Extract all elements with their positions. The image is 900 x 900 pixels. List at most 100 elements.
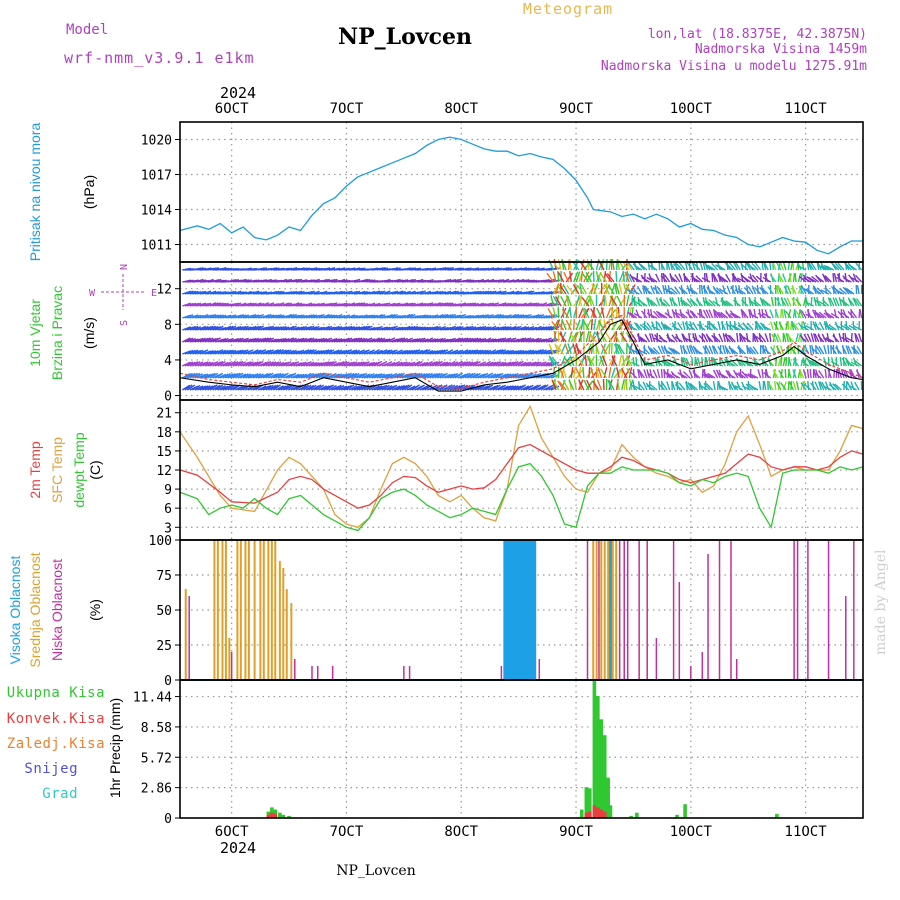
wind-arrow [192, 384, 201, 391]
wind-arrow [780, 308, 783, 319]
wind-arrow [406, 372, 416, 379]
wind-arrow [749, 346, 757, 355]
wind-arrow [522, 349, 532, 355]
wind-arrow [620, 367, 628, 379]
wind-arrow [298, 373, 307, 379]
wind-arrow [769, 274, 777, 283]
wind-arrow [459, 361, 469, 367]
wind-arrow [626, 288, 635, 295]
total-precip-bar [281, 814, 286, 818]
wind-arrow [224, 337, 234, 343]
wind-arrow [691, 276, 701, 283]
wind-arrow [543, 361, 552, 367]
wind-arrow [856, 285, 860, 295]
wind-arrow [444, 349, 454, 355]
wind-arrow [569, 306, 572, 319]
mid-cloud-bar [216, 540, 219, 680]
wind-arrow [288, 325, 297, 331]
wind-arrow [758, 309, 762, 319]
low-cloud-bar [598, 540, 600, 680]
wind-arrow [703, 382, 711, 391]
wind-arrow [229, 384, 239, 391]
wind-arrow [346, 349, 355, 355]
wind-arrow [763, 381, 767, 391]
wind-arrow [197, 373, 206, 379]
wind-arrow [613, 331, 620, 343]
wind-arrow [310, 338, 320, 343]
wind-arrow [480, 314, 489, 319]
y-tick-label: 8 [164, 318, 172, 333]
y-tick-label: 0 [164, 812, 172, 827]
wind-arrow [348, 326, 358, 331]
wind-arrow [538, 326, 548, 331]
wind-arrow [305, 349, 315, 355]
wind-arrow [819, 321, 825, 331]
wind-arrow [749, 313, 759, 319]
wind-arrow [232, 349, 242, 355]
wind-arrow [792, 369, 797, 379]
wind-arrow [184, 314, 194, 319]
wind-arrow [831, 285, 837, 295]
wind-arrow [811, 360, 820, 367]
wind-arrow [661, 361, 671, 367]
wind-arrow [520, 361, 530, 367]
wind-arrow [454, 372, 463, 379]
wind-arrow [816, 287, 825, 295]
wind-arrow [532, 384, 542, 391]
wind-arrow [343, 349, 353, 355]
wind-arrow [724, 334, 731, 343]
wind-arrow [749, 384, 759, 391]
wind-arrow [522, 302, 532, 307]
wind-arrow [550, 291, 560, 295]
wind-arrow [647, 299, 656, 307]
wind-arrow [587, 356, 595, 367]
wind-arrow [853, 298, 860, 307]
wind-arrow [207, 290, 217, 295]
wind-arrow [757, 369, 762, 379]
wind-arrow [187, 325, 196, 331]
pressure-axis-label: Pritisak na nivou mora [27, 123, 43, 262]
wind-arrow [277, 385, 287, 391]
wind-arrow [330, 349, 340, 355]
wind-arrow [701, 373, 711, 379]
wind-arrow [182, 326, 191, 331]
wind-arrow [287, 372, 297, 379]
wind-arrow [333, 313, 343, 319]
wind-arrow [674, 286, 681, 295]
wind-arrow [411, 372, 421, 379]
wind-arrow [252, 349, 262, 355]
wind-arrow [525, 384, 534, 391]
wind-arrow [694, 348, 703, 355]
wind-arrow [303, 360, 312, 367]
wind-arrow [731, 383, 739, 391]
wind-arrow [641, 310, 648, 319]
wind-arrow [358, 361, 368, 367]
wind-arrow [326, 314, 335, 319]
wind-arrow [459, 325, 469, 331]
wind-arrow [830, 262, 837, 271]
wind-arrow [670, 298, 678, 307]
wind-arrow [502, 326, 512, 331]
wind-arrow [644, 287, 653, 295]
wind-arrow [411, 326, 421, 331]
wind-arrow [659, 261, 666, 271]
wind-arrow [290, 361, 300, 367]
wind-arrow [227, 325, 237, 331]
wind-arrow [303, 349, 312, 355]
wind-arrow [371, 349, 380, 355]
high-cloud-bar [530, 540, 534, 680]
wind-arrow [338, 325, 348, 331]
wind-arrow [545, 325, 555, 331]
wind-arrow [394, 361, 403, 367]
wind-arrow [776, 381, 782, 391]
wind-arrow [427, 267, 437, 271]
wind-arrow [252, 373, 262, 379]
wind-arrow [245, 302, 255, 307]
wind-arrow [701, 356, 704, 367]
wind-arrow [381, 302, 391, 307]
wind-arrow [184, 290, 194, 295]
wind-arrow [603, 283, 610, 295]
wind-arrow [555, 343, 562, 355]
wind-arrow [840, 369, 845, 379]
wind-arrow [338, 385, 348, 391]
